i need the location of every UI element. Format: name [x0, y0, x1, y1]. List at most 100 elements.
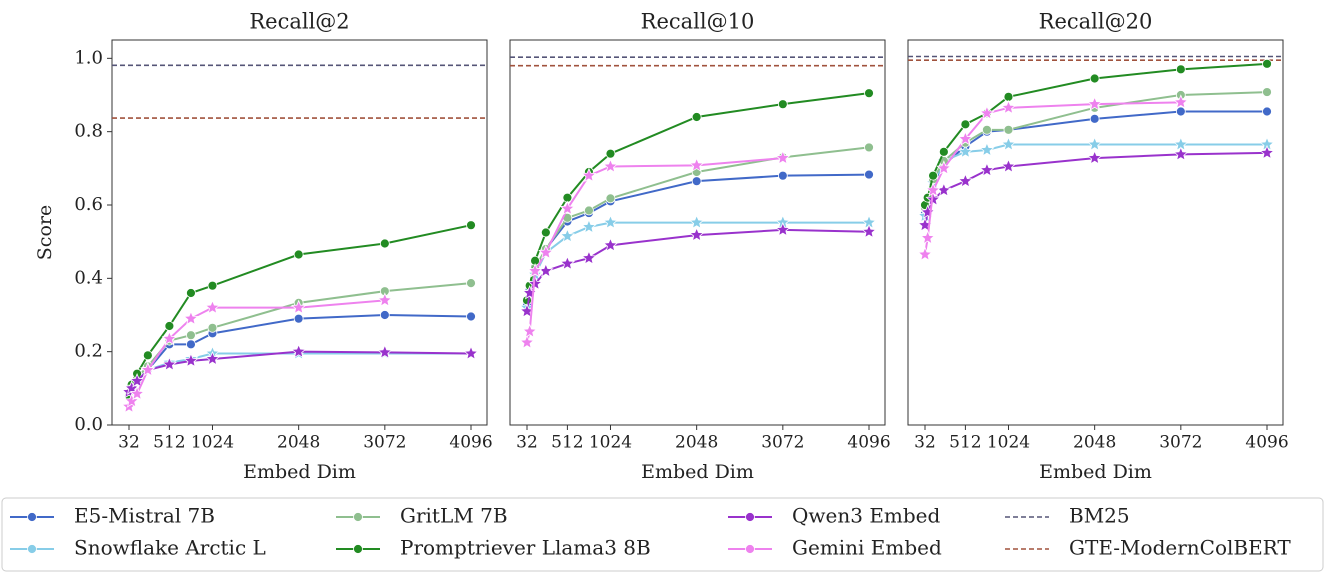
data-point [538, 244, 554, 260]
x-tick-label: 32 [516, 433, 538, 453]
data-point [142, 350, 153, 361]
x-tick-label: 2048 [1073, 433, 1116, 453]
x-tick-label: 1024 [191, 433, 234, 453]
x-tick-label: 32 [914, 433, 936, 453]
data-point [1173, 146, 1189, 161]
x-tick-label: 1024 [589, 433, 632, 453]
series-line [924, 62, 1268, 206]
data-point [559, 228, 576, 243]
data-point [1089, 113, 1100, 124]
data-point [161, 356, 178, 372]
data-point [605, 193, 616, 204]
data-point [584, 205, 594, 216]
legend-marker [745, 512, 755, 522]
data-point [938, 146, 949, 157]
x-tick-label: 1024 [987, 433, 1030, 453]
legend-label: E5-Mistral 7B [74, 504, 215, 528]
data-point [463, 345, 479, 361]
data-point [1087, 150, 1103, 165]
data-point [164, 321, 175, 331]
legend-frame [1, 497, 1324, 572]
data-point [186, 330, 196, 341]
data-point [186, 288, 196, 298]
data-point [864, 169, 874, 180]
data-point [691, 176, 702, 187]
data-point [379, 310, 390, 320]
data-point [522, 323, 538, 339]
data-point [925, 182, 941, 197]
data-point [689, 214, 705, 230]
data-point [466, 220, 476, 231]
x-tick-label: 512 [949, 433, 981, 453]
x-axis-label: Embed Dim [1039, 461, 1152, 483]
legend-label: Gemini Embed [792, 536, 942, 560]
x-tick-label: 3072 [1159, 433, 1202, 453]
data-point [777, 170, 788, 181]
data-point [291, 343, 307, 359]
legend-marker [353, 544, 363, 554]
data-point [466, 311, 476, 322]
data-point [293, 313, 304, 324]
data-point [377, 292, 393, 307]
plot-frame [907, 39, 1284, 426]
data-point [293, 249, 304, 260]
x-tick-label: 4096 [449, 433, 492, 453]
data-point [928, 170, 938, 181]
y-axis-label: Score [34, 205, 56, 260]
data-point [602, 158, 619, 174]
x-tick-label: 4096 [1245, 433, 1288, 453]
data-point [559, 200, 576, 216]
data-point [519, 334, 535, 350]
panel-title: Recall@10 [641, 10, 755, 34]
y-tick-label: 0.2 [74, 341, 103, 362]
y-tick-label: 1.0 [74, 47, 103, 68]
data-point [982, 124, 992, 135]
data-point [291, 299, 307, 315]
data-point [1087, 96, 1103, 111]
data-point [129, 372, 145, 388]
data-point [183, 310, 199, 326]
data-point [204, 299, 221, 315]
x-tick-label: 32 [118, 433, 140, 453]
data-point [957, 143, 974, 159]
series-line [526, 173, 870, 305]
legend-marker [27, 512, 37, 522]
data-point [207, 322, 218, 333]
y-tick-label: 0.8 [74, 121, 103, 142]
data-point [581, 250, 597, 265]
x-tick-label: 2048 [675, 433, 718, 453]
data-point [1087, 136, 1103, 152]
data-point [691, 112, 702, 122]
data-point [1262, 58, 1272, 69]
data-point [1259, 144, 1275, 160]
data-point [775, 150, 791, 165]
data-point [1003, 124, 1014, 135]
series-line [526, 92, 870, 301]
x-tick-label: 512 [153, 433, 185, 453]
data-point [161, 330, 178, 346]
data-point [920, 229, 936, 245]
data-point [861, 223, 877, 239]
data-point [1000, 158, 1017, 174]
legend-label: GritLM 7B [400, 504, 508, 528]
data-point [204, 350, 221, 366]
data-point [379, 238, 390, 249]
y-tick-label: 0.4 [74, 267, 103, 288]
x-tick-label: 4096 [847, 433, 890, 453]
data-point [140, 361, 156, 377]
legend-label: BM25 [1069, 504, 1130, 528]
series-line [128, 352, 472, 393]
data-point [466, 278, 476, 289]
data-point [186, 339, 196, 350]
legend-label: Snowflake Arctic L [74, 536, 266, 560]
data-point [936, 160, 952, 175]
y-tick-label: 0.0 [74, 414, 103, 435]
x-tick-label: 512 [551, 433, 583, 453]
data-point [689, 227, 705, 242]
x-tick-label: 3072 [363, 433, 406, 453]
data-point [183, 352, 199, 368]
x-tick-label: 3072 [761, 433, 804, 453]
legend-marker [27, 544, 37, 554]
data-point [605, 148, 616, 159]
